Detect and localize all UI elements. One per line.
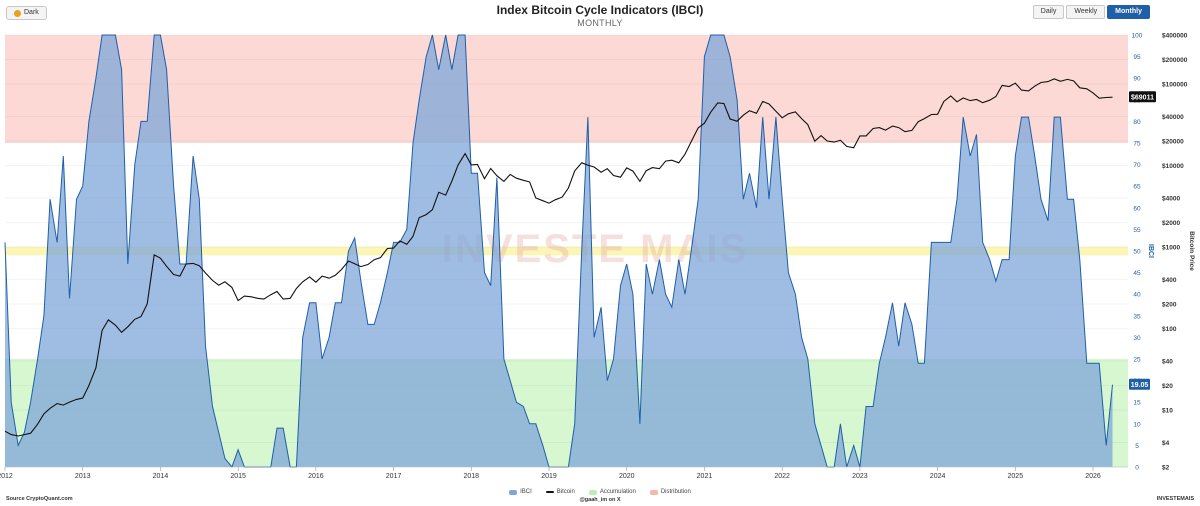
price-tick-label: $10000	[1162, 163, 1184, 170]
ibci-tick-label: 100	[1132, 33, 1143, 40]
price-tick-label: $400000	[1162, 33, 1188, 40]
ibci-tick-label: 40	[1133, 292, 1141, 299]
ibci-tick-label: 95	[1133, 54, 1141, 61]
range-weekly-button[interactable]: Weekly	[1066, 5, 1106, 19]
price-tick-label: $20	[1162, 383, 1173, 390]
x-tick-label: 2016	[308, 473, 324, 480]
x-tick-label: 2022	[774, 473, 790, 480]
ibci-tick-label: 80	[1133, 119, 1141, 126]
ibci-tick-label: 30	[1133, 335, 1141, 342]
x-tick-label: 2024	[930, 473, 946, 480]
bitcoin-last-badge	[1129, 91, 1156, 103]
legend-label: IBCI	[520, 489, 532, 495]
ibci-tick-label: 60	[1133, 205, 1141, 212]
ibci-tick-label: 45	[1133, 270, 1141, 277]
x-tick-label: 2019	[541, 473, 557, 480]
ibci-tick-label: 70	[1133, 162, 1141, 169]
chart-subtitle: MONTHLY	[577, 18, 623, 28]
price-tick-label: $100000	[1162, 82, 1188, 89]
price-tick-label: $2	[1162, 465, 1170, 472]
ibci-tick-label: 65	[1133, 184, 1141, 191]
ibci-tick-label: 55	[1133, 227, 1141, 234]
x-tick-label: 2025	[1008, 473, 1024, 480]
ibci-tick-label: 90	[1133, 76, 1141, 83]
bitcoin-line	[4, 78, 1113, 437]
price-tick-label: $1000	[1162, 245, 1180, 252]
price-tick-label: $200000	[1162, 57, 1188, 64]
timeframe-selector: Daily Weekly Monthly	[1032, 5, 1150, 19]
price-tick-label: $10	[1162, 408, 1173, 415]
legend-label: Bitcoin	[556, 489, 575, 495]
range-monthly-button[interactable]: Monthly	[1107, 5, 1150, 19]
moon-icon	[14, 9, 21, 17]
x-tick-label: 2012	[0, 473, 13, 480]
brand-footer: INVESTEMAIS	[1156, 496, 1194, 502]
price-axis: $2 $4 $10 $20 $40 $100 $200 $400 $1000 $2000 $4000…	[1162, 33, 1188, 472]
ibci-area	[5, 35, 1113, 467]
legend-ibci[interactable]: IBCI	[509, 489, 532, 495]
ibci-last-badge	[1129, 378, 1150, 390]
price-tick-label: $2000	[1162, 220, 1180, 227]
author-credit: @gaah_im on X	[579, 497, 621, 503]
ibci-tick-label: 5	[1135, 443, 1139, 450]
ibci-tick-label: 75	[1133, 141, 1141, 148]
bitcoin-last-label: $69011	[1131, 95, 1154, 102]
legend-bitcoin[interactable]: Bitcoin	[545, 489, 575, 495]
price-tick-label: $4000	[1162, 195, 1180, 202]
x-tick-label: 2018	[464, 473, 480, 480]
x-tick-label: 2015	[230, 473, 246, 480]
x-axis: 2012 2013 2014 2015 2016 2017 2018 2019 2020 2021…	[0, 466, 1128, 480]
ibci-tick-label: 15	[1133, 400, 1141, 407]
price-tick-label: $4	[1162, 440, 1170, 447]
zone-neutral	[5, 246, 1128, 256]
price-tick-label: $40000	[1162, 114, 1184, 121]
price-tick-label: $400	[1162, 277, 1177, 284]
last-value-badges: $69011 19.05	[1129, 91, 1156, 390]
range-daily-button[interactable]: Daily	[1032, 5, 1065, 19]
zone-distribution	[5, 35, 1128, 143]
price-tick-label: $100	[1162, 326, 1177, 333]
legend-accumulation[interactable]: Accumulation	[588, 489, 636, 495]
x-tick-label: 2023	[852, 473, 868, 480]
ibci-tick-label: 0	[1135, 465, 1139, 472]
x-tick-label: 2014	[153, 473, 169, 480]
ibci-last-label: 19.05	[1131, 382, 1149, 389]
source-credit: Source CryptoQuant.com	[6, 496, 73, 502]
legend-swatch	[509, 489, 518, 495]
x-tick-label: 2017	[386, 473, 402, 480]
x-tick-label: 2021	[697, 473, 713, 480]
dark-mode-toggle[interactable]: Dark	[6, 6, 47, 20]
price-tick-label: $40	[1162, 358, 1173, 365]
ibci-tick-label: 10	[1133, 421, 1141, 428]
legend-label: Distribution	[660, 489, 691, 495]
legend-distribution[interactable]: Distribution	[649, 489, 691, 495]
x-tick-label: 2026	[1085, 473, 1101, 480]
legend-label: Accumulation	[599, 489, 636, 495]
dark-mode-label: Dark	[24, 9, 39, 16]
chart-title: Index Bitcoin Cycle Indicators (IBCI)	[496, 3, 704, 17]
ibci-tick-label: 25	[1133, 357, 1141, 364]
legend-swatch	[545, 491, 554, 493]
ibci-axis-title: IBCI	[1147, 244, 1154, 258]
ibci-tick-label: 35	[1133, 313, 1141, 320]
price-tick-label: $20000	[1162, 139, 1184, 146]
legend: IBCI Bitcoin Accumulation Distribution	[0, 489, 1200, 495]
legend-swatch	[588, 489, 597, 495]
bitcoin-series	[4, 78, 1113, 437]
legend-swatch	[649, 489, 658, 495]
price-axis-title: Bitcoin Price	[1188, 231, 1195, 271]
price-tick-label: $200	[1162, 302, 1177, 309]
x-tick-label: 2020	[619, 473, 635, 480]
ibci-tick-label: 50	[1133, 249, 1141, 256]
x-tick-label: 2013	[75, 473, 91, 480]
